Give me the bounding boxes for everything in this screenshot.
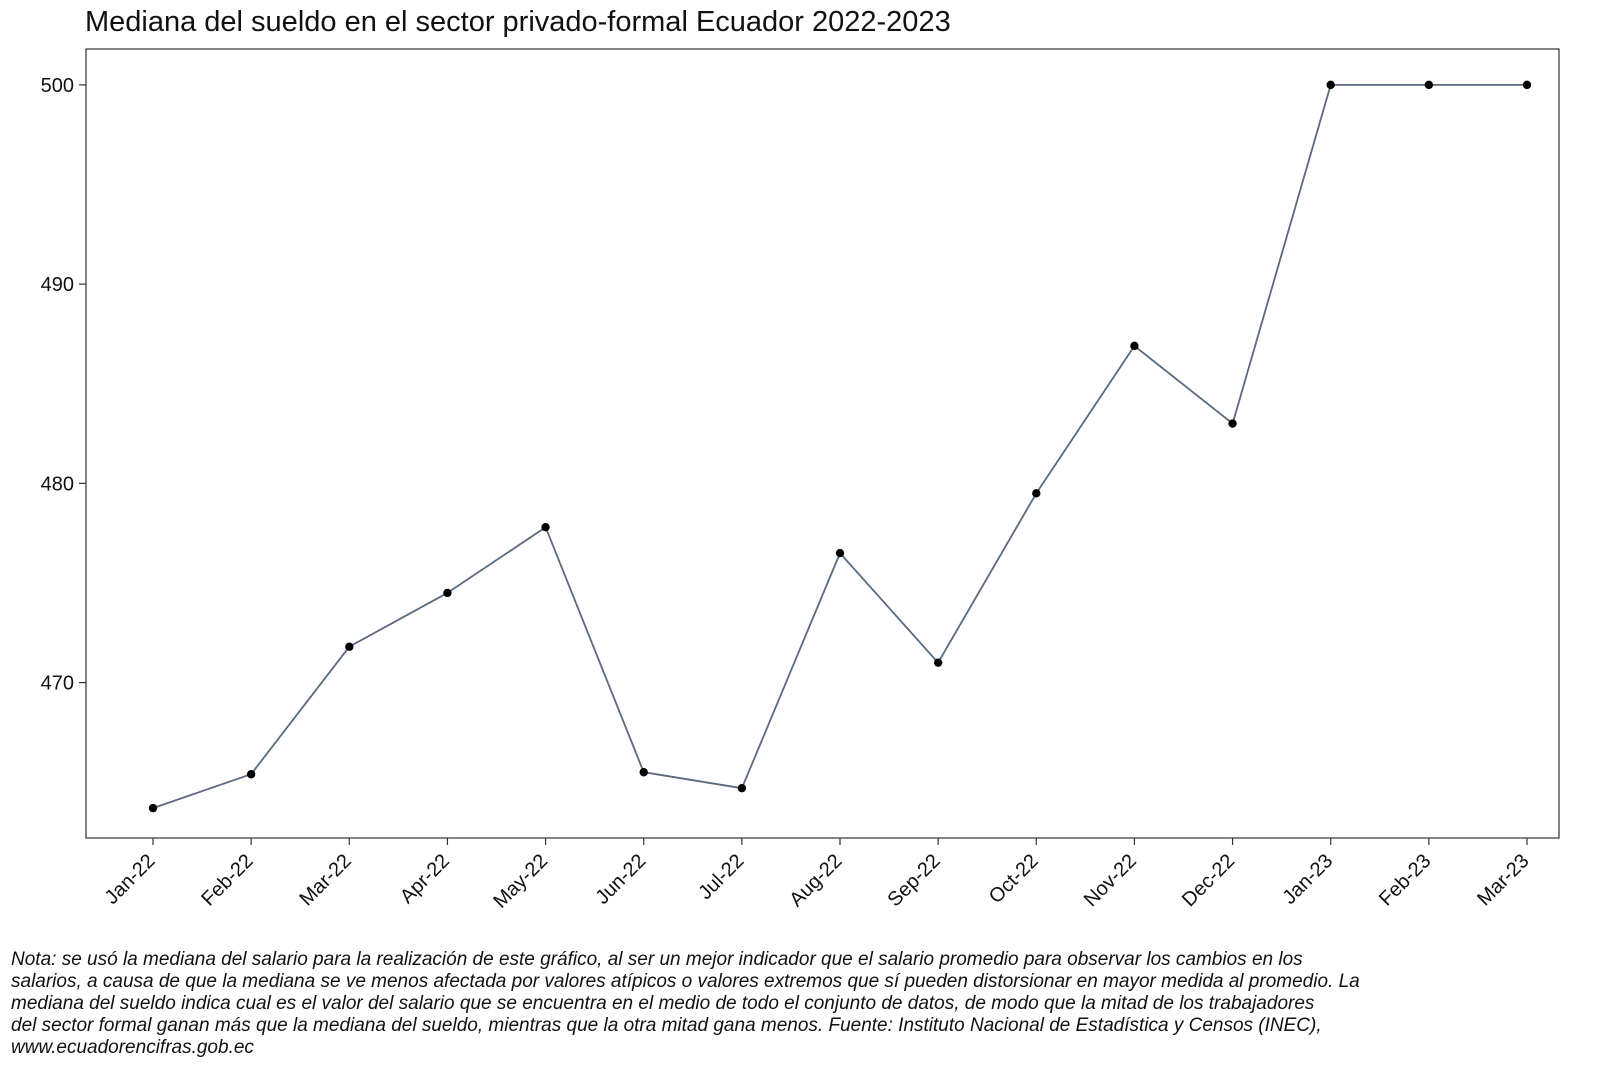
x-tick-label: Oct-22	[985, 850, 1043, 908]
chart-note: Nota: se usó la mediana del salario para…	[11, 949, 1511, 1059]
chart-title: Mediana del sueldo en el sector privado-…	[85, 6, 951, 38]
y-tick-label: 480	[41, 473, 74, 495]
data-point	[345, 642, 354, 651]
y-tick-label: 500	[41, 75, 74, 97]
y-tick-label: 490	[41, 274, 74, 296]
x-tick-label: Jan-22	[101, 850, 160, 909]
note-line-2: salarios, a causa de que la mediana se v…	[11, 971, 1360, 992]
data-point	[933, 658, 943, 667]
line-chart: 470 480 490 500 Jan-22 Feb-22 Mar-22 Apr-22 May-…	[41, 48, 1560, 913]
x-tick-label: Feb-23	[1375, 850, 1435, 910]
data-point	[639, 768, 648, 777]
note-line-4: del sector formal ganan más que la media…	[11, 1015, 1322, 1036]
x-tick-label: Mar-23	[1473, 850, 1533, 910]
x-tick-label: Sep-22	[884, 850, 945, 911]
data-point	[737, 783, 747, 793]
note-line-5: www.ecuadorencifras.gob.ec	[11, 1037, 254, 1058]
data-point	[1130, 341, 1139, 351]
x-tick-label: Apr-22	[396, 850, 454, 908]
data-point	[835, 548, 845, 558]
data-point	[1326, 80, 1335, 90]
data-point	[1424, 80, 1434, 90]
x-tick-label: Mar-22	[295, 850, 355, 910]
data-point	[541, 522, 550, 532]
x-tick-label: Jul-22	[694, 850, 748, 904]
data-point	[443, 588, 452, 598]
y-tick-label: 470	[41, 673, 74, 695]
note-line-1: Nota: se usó la mediana del salario para…	[11, 949, 1303, 970]
data-point	[246, 770, 256, 779]
note-line-3: mediana del sueldo indica cual es el val…	[11, 993, 1315, 1014]
data-point	[1228, 419, 1237, 428]
x-tick-label: May-22	[489, 850, 552, 913]
data-point	[148, 803, 158, 813]
x-tick-label: Jun-22	[591, 850, 650, 909]
data-point	[1522, 80, 1532, 90]
x-tick-label: Aug-22	[785, 850, 846, 911]
data-point	[1032, 489, 1041, 498]
x-tick-label: Dec-22	[1178, 850, 1239, 911]
x-tick-label: Jan-23	[1278, 850, 1337, 909]
x-tick-label: Nov-22	[1080, 850, 1141, 911]
series-line	[152, 84, 1527, 809]
plot-panel-border	[85, 48, 1560, 839]
x-tick-label: Feb-22	[197, 850, 257, 910]
